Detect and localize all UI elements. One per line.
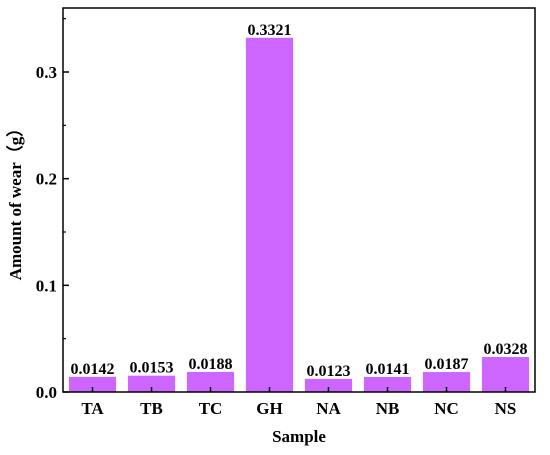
x-tick-label: NC xyxy=(434,399,459,418)
bar-tb xyxy=(127,375,176,392)
value-label-tb: 0.0153 xyxy=(130,360,174,377)
value-label-nb: 0.0141 xyxy=(366,361,410,378)
bar-gh xyxy=(245,37,294,392)
bar-tc xyxy=(186,371,235,392)
y-axis-title: Amount of wear（g） xyxy=(5,120,25,281)
y-tick-label: 0.0 xyxy=(36,383,57,402)
bar-ns xyxy=(481,357,530,392)
bar-nc xyxy=(422,372,471,392)
x-tick-label: TB xyxy=(140,399,163,418)
bar-nb xyxy=(363,376,412,392)
value-labels: 0.0142 0.0153 0.0188 0.3321 0.0123 0.0141 0.01… xyxy=(71,22,528,380)
value-label-nc: 0.0187 xyxy=(425,356,469,373)
value-label-na: 0.0123 xyxy=(307,363,351,380)
bars xyxy=(68,37,530,392)
bar-ta xyxy=(68,376,117,392)
value-label-ta: 0.0142 xyxy=(71,361,115,378)
value-label-gh: 0.3321 xyxy=(248,22,292,39)
y-axis-ticks: 0.0 0.1 0.2 0.3 xyxy=(36,18,69,402)
value-label-tc: 0.0188 xyxy=(189,356,233,373)
x-tick-label: TA xyxy=(81,399,104,418)
x-tick-label: NA xyxy=(316,399,341,418)
x-axis-title: Sample xyxy=(272,427,326,446)
x-tick-label: NS xyxy=(495,399,517,418)
y-tick-label: 0.2 xyxy=(36,170,57,189)
x-axis-ticks: TA TB TC GH NA NB NC NS xyxy=(81,387,516,418)
y-tick-label: 0.3 xyxy=(36,63,57,82)
x-tick-label: GH xyxy=(256,399,282,418)
plot-frame xyxy=(62,7,536,393)
value-label-ns: 0.0328 xyxy=(484,341,528,358)
x-tick-label: NB xyxy=(376,399,400,418)
x-tick-label: TC xyxy=(199,399,223,418)
bar-na xyxy=(304,378,353,392)
y-tick-label: 0.1 xyxy=(36,276,57,295)
